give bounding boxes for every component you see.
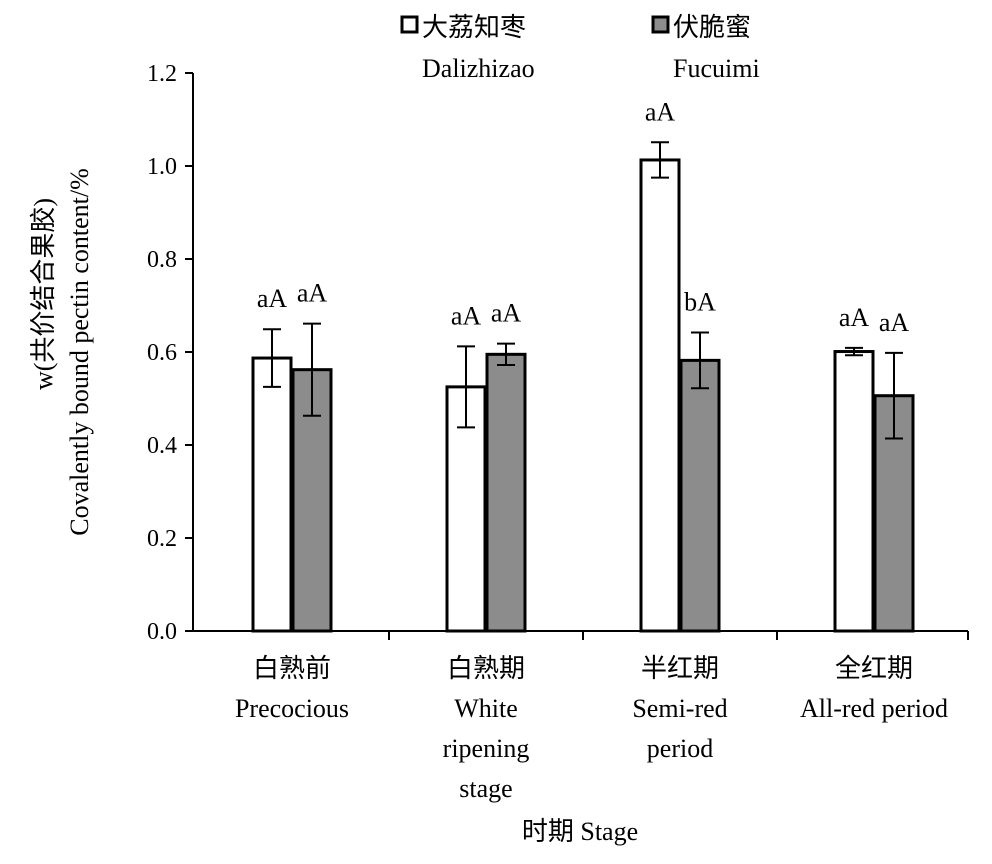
bar (639, 158, 681, 633)
significance-label: aA (879, 308, 910, 337)
significance-label: aA (645, 97, 676, 126)
category-label-en: Precocious (235, 694, 349, 723)
bar (485, 352, 527, 633)
category-label-zh: 白熟期 (447, 654, 525, 683)
y-tick-label: 0.0 (147, 619, 177, 645)
category-label-en: All-red period (800, 694, 948, 723)
legend-label-zh: 大荔知枣 (422, 13, 526, 42)
category-label-zh: 白熟前 (253, 654, 331, 683)
y-axis-title: Covalently bound pectin content/% (65, 168, 94, 536)
y-axis-title: w(共价结合果胶) (29, 198, 58, 390)
y-tick-label: 0.2 (147, 526, 177, 552)
bar (679, 358, 721, 633)
bar (251, 356, 293, 633)
significance-label: aA (839, 303, 870, 332)
x-axis-title: 时期 Stage (522, 817, 638, 846)
legend-swatch (400, 15, 419, 34)
category-label-zh: 半红期 (641, 654, 719, 683)
significance-label: aA (257, 284, 288, 313)
significance-label: aA (491, 299, 522, 328)
category-label-en: Semi-red (632, 694, 727, 723)
significance-label: bA (684, 287, 716, 316)
category-label-en: period (647, 734, 713, 763)
legend-label-en: Fucuimi (673, 54, 760, 83)
significance-label: aA (451, 301, 482, 330)
category-label-en: stage (459, 774, 512, 803)
legend-swatch (651, 15, 670, 34)
legend-label-en: Dalizhizao (422, 54, 535, 83)
significance-label: aA (297, 279, 328, 308)
y-tick-label: 0.4 (147, 433, 177, 459)
y-tick-label: 0.6 (147, 340, 177, 366)
bar (445, 385, 487, 633)
category-label-zh: 全红期 (835, 654, 913, 683)
y-tick-label: 1.0 (147, 154, 177, 180)
category-label-en: White (454, 694, 518, 723)
legend-label-zh: 伏脆蜜 (673, 13, 751, 42)
y-tick-label: 0.8 (147, 247, 177, 273)
bar (833, 350, 875, 633)
category-label-en: ripening (443, 734, 530, 763)
y-tick-label: 1.2 (147, 61, 177, 87)
